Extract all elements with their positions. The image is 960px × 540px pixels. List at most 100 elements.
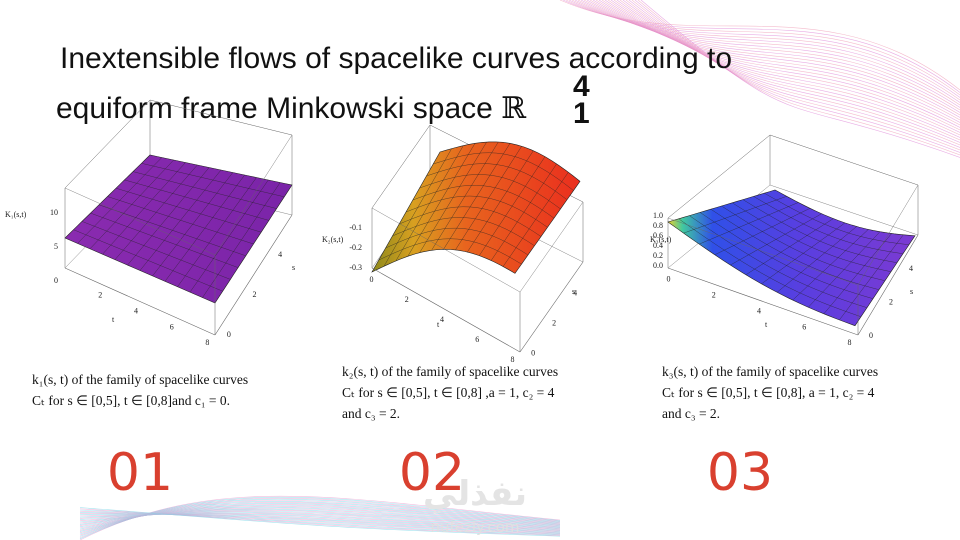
surface-grid: [378, 238, 522, 265]
swirl: [613, 0, 960, 136]
caption-line: Cₜ for s ∈ [0,5], t ∈ [0,8], a = 1, c₂ =…: [662, 385, 875, 400]
box-edge: [64, 187, 216, 256]
box-edge: [149, 99, 293, 136]
t-tick-label: 0: [667, 274, 671, 283]
swirl: [640, 0, 960, 158]
z-tick-label: 1.0: [653, 211, 663, 220]
t-tick-label: 2: [405, 295, 409, 304]
surface-grid: [98, 204, 246, 257]
s-tick-label: 0: [531, 348, 535, 357]
t-tick-label: 4: [134, 306, 138, 315]
z-tick-label: -0.3: [349, 263, 362, 272]
title-line: equiform frame Minkowski space ℝ: [56, 91, 527, 126]
surface-grid: [73, 229, 223, 292]
swirl: [634, 0, 960, 153]
s-tick-label: 2: [552, 318, 556, 327]
panel-number: 02: [399, 443, 465, 503]
surface-grid: [405, 195, 548, 228]
caption-line: and c₃ = 2.: [662, 406, 720, 421]
z-tick-label: 0.4: [653, 241, 663, 250]
t-tick-label: 6: [802, 322, 806, 331]
z-tick-label: -0.1: [349, 223, 362, 232]
t-tick-label: 4: [757, 306, 761, 315]
t-tick-label: 0: [370, 275, 374, 284]
surface-grid: [721, 205, 886, 281]
surface-grid: [426, 163, 568, 200]
t-tick-label: 8: [205, 338, 209, 347]
surface-grid: [107, 196, 254, 245]
swirl: [604, 0, 960, 128]
title-text: equiform frame Minkowski space: [56, 92, 501, 125]
swirl: [601, 0, 960, 126]
swirl: [595, 0, 960, 121]
swirl: [631, 0, 960, 151]
box-edge: [667, 217, 859, 286]
caption-line: k₃(s, t) of the family of spacelike curv…: [662, 364, 878, 379]
surface-grid: [141, 163, 285, 198]
surface-grid: [732, 202, 892, 272]
s-tick-label: 0: [227, 330, 231, 339]
z-tick-label: 0.6: [653, 231, 663, 240]
surface-grid: [399, 206, 542, 237]
watermark-url: nufezly.com: [430, 518, 519, 536]
panel-number: 01: [107, 443, 173, 503]
plot: K₃(s,t)1.00.80.60.40.20.002468024tsk₃(s,…: [650, 134, 919, 503]
swirl: [610, 0, 960, 133]
box-edge: [371, 207, 521, 293]
s-tick-label: 2: [253, 290, 257, 299]
s-tick-label: 4: [278, 250, 282, 259]
z-tick-label: -0.2: [349, 243, 362, 252]
t-tick-label: 8: [847, 338, 851, 347]
box-edge: [371, 124, 431, 209]
box-edge: [857, 184, 919, 286]
box-edge: [519, 261, 584, 353]
swirl: [592, 0, 960, 118]
t-tick-label: 8: [510, 355, 514, 364]
surface-grid: [753, 196, 904, 254]
box-edge: [769, 134, 919, 186]
caption-line: k₂(s, t) of the family of spacelike curv…: [342, 364, 558, 379]
box-edge: [667, 134, 771, 219]
surface-grid: [90, 212, 239, 268]
surface-grid: [699, 212, 874, 299]
box-edge: [214, 134, 293, 256]
surface-grid: [115, 187, 262, 233]
z-label: K₁(s,t): [5, 210, 27, 219]
t-tick-label: 2: [98, 290, 102, 299]
swirl: [622, 0, 960, 143]
z-tick-label: 0.0: [653, 261, 663, 270]
surface: [64, 154, 293, 304]
title-sup: 4: [573, 70, 590, 103]
swirl: [628, 0, 960, 148]
t-tick-label: 4: [440, 315, 444, 324]
box-edge: [64, 267, 216, 336]
surface-grid: [124, 179, 269, 221]
plot: K₁(s,t) 10 5 0 2 4 6 8 0 2 4 t s k₁(s, t) of the fami…: [5, 99, 295, 503]
s-label: s: [292, 263, 295, 272]
z-tick-label: 5: [54, 242, 58, 251]
caption-line: Cₜ for s ∈ [0,5], t ∈ [0,8]and c₁ = 0.: [32, 393, 230, 408]
s-label: s: [572, 287, 575, 296]
title-symbol: ℝ: [501, 91, 527, 126]
surface-grid: [392, 217, 535, 246]
title-line: Inextensible flows of spacelike curves a…: [60, 42, 732, 75]
swirl: [637, 0, 960, 156]
box-edge: [857, 234, 919, 336]
swirl: [625, 0, 960, 146]
box-edge: [214, 214, 293, 336]
decoration: [79, 0, 960, 540]
s-label: s: [910, 287, 913, 296]
s-tick-label: 2: [889, 297, 893, 306]
watermark-arabic: نفذلي: [423, 474, 527, 514]
surface-grid: [742, 199, 898, 263]
surface-grid: [419, 174, 561, 210]
z-tick-label: 0: [54, 276, 58, 285]
t-tick-label: 6: [475, 335, 479, 344]
swirl: [598, 0, 960, 123]
box-edge: [64, 99, 151, 189]
t-label: t: [112, 315, 115, 324]
t-tick-label: 2: [712, 290, 716, 299]
surface-grid: [385, 227, 529, 256]
